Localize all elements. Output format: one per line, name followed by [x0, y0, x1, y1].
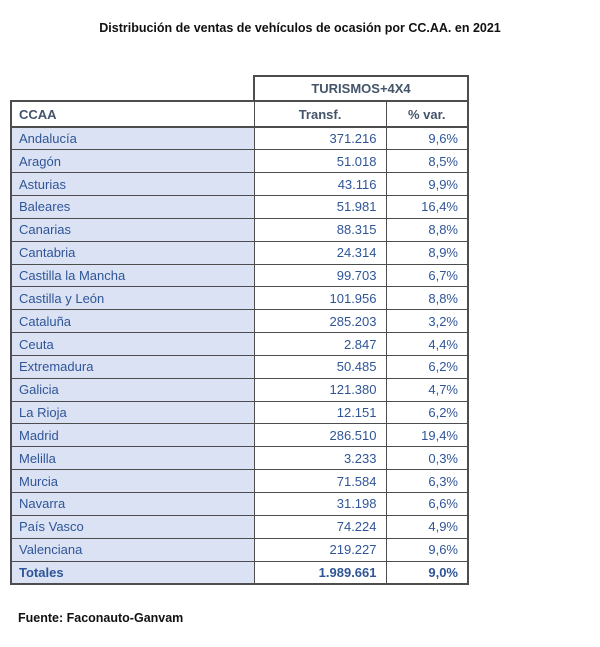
var-cell: 6,7% — [385, 263, 469, 288]
transf-cell: 51.018 — [253, 149, 387, 174]
ccaa-cell: Cataluña — [10, 309, 255, 334]
ccaa-cell: Extremadura — [10, 354, 255, 379]
table-row: Galicia 121.380 4,7% — [10, 377, 469, 402]
ccaa-cell: Galicia — [10, 377, 255, 402]
var-cell: 16,4% — [385, 195, 469, 219]
table-row: Ceuta 2.847 4,4% — [10, 332, 469, 356]
table-row: Murcia 71.584 6,3% — [10, 469, 469, 493]
table-row: Canarias 88.315 8,8% — [10, 217, 469, 242]
table-row: País Vasco 74.224 4,9% — [10, 514, 469, 539]
ccaa-cell: Baleares — [10, 195, 255, 219]
transf-cell: 121.380 — [253, 377, 387, 402]
ccaa-cell: Aragón — [10, 149, 255, 174]
ccaa-cell: Navarra — [10, 492, 255, 516]
table-row: Cantabria 24.314 8,9% — [10, 240, 469, 265]
var-cell: 9,9% — [385, 172, 469, 197]
var-cell: 3,2% — [385, 309, 469, 334]
transf-column-header: Transf. — [253, 100, 387, 128]
transf-cell: 50.485 — [253, 354, 387, 379]
transf-cell: 43.116 — [253, 172, 387, 197]
table-body: Andalucía 371.216 9,6% Aragón 51.018 8,5% Astu… — [10, 126, 469, 586]
ccaa-cell: La Rioja — [10, 400, 255, 425]
group-header-row: TURISMOS+4X4 — [11, 75, 469, 102]
transf-cell: 88.315 — [253, 217, 387, 242]
var-column-header: % var. — [385, 100, 469, 128]
var-cell: 0,3% — [385, 446, 469, 471]
var-cell: 6,6% — [385, 492, 469, 516]
transf-cell: 12.151 — [253, 400, 387, 425]
var-cell: 6,2% — [385, 400, 469, 425]
table-row: Asturias 43.116 9,9% — [10, 172, 469, 197]
totals-var-cell: 9,0% — [385, 560, 469, 586]
ccaa-cell: Ceuta — [10, 332, 255, 356]
var-cell: 9,6% — [385, 126, 469, 151]
var-cell: 19,4% — [385, 423, 469, 448]
ccaa-cell: Andalucía — [10, 126, 255, 151]
table-row: Madrid 286.510 19,4% — [10, 423, 469, 448]
transf-cell: 285.203 — [253, 309, 387, 334]
transf-cell: 219.227 — [253, 537, 387, 562]
var-cell: 4,7% — [385, 377, 469, 402]
transf-cell: 286.510 — [253, 423, 387, 448]
ccaa-cell: País Vasco — [10, 514, 255, 539]
var-cell: 6,2% — [385, 354, 469, 379]
source-note: Fuente: Faconauto-Ganvam — [18, 611, 184, 625]
column-header-row: CCAA Transf. % var. — [10, 100, 469, 128]
transf-cell: 24.314 — [253, 240, 387, 265]
ccaa-cell: Canarias — [10, 217, 255, 242]
spacer-cell — [11, 76, 254, 101]
table-row: Valenciana 219.227 9,6% — [10, 537, 469, 562]
ccaa-cell: Asturias — [10, 172, 255, 197]
var-cell: 4,9% — [385, 514, 469, 539]
sales-table: TURISMOS+4X4 CCAA Transf. % var. Andaluc… — [10, 75, 469, 586]
table-row: Extremadura 50.485 6,2% — [10, 354, 469, 379]
table-row: Baleares 51.981 16,4% — [10, 195, 469, 219]
var-cell: 8,9% — [385, 240, 469, 265]
transf-cell: 2.847 — [253, 332, 387, 356]
table-row: Castilla y León 101.956 8,8% — [10, 286, 469, 311]
ccaa-cell: Murcia — [10, 469, 255, 493]
totals-transf-cell: 1.989.661 — [253, 560, 387, 586]
totals-label-cell: Totales — [10, 560, 255, 586]
var-cell: 9,6% — [385, 537, 469, 562]
table-row: Andalucía 371.216 9,6% — [10, 126, 469, 151]
ccaa-column-header: CCAA — [10, 100, 255, 128]
var-cell: 4,4% — [385, 332, 469, 356]
table-row: Navarra 31.198 6,6% — [10, 492, 469, 516]
page-title: Distribución de ventas de vehículos de o… — [99, 21, 501, 35]
ccaa-cell: Madrid — [10, 423, 255, 448]
group-header-cell: TURISMOS+4X4 — [253, 75, 469, 102]
var-cell: 8,5% — [385, 149, 469, 174]
transf-cell: 71.584 — [253, 469, 387, 493]
var-cell: 8,8% — [385, 217, 469, 242]
ccaa-cell: Cantabria — [10, 240, 255, 265]
var-cell: 6,3% — [385, 469, 469, 493]
table-row: Cataluña 285.203 3,2% — [10, 309, 469, 334]
transf-cell: 101.956 — [253, 286, 387, 311]
ccaa-cell: Castilla la Mancha — [10, 263, 255, 288]
transf-cell: 74.224 — [253, 514, 387, 539]
ccaa-cell: Melilla — [10, 446, 255, 471]
transf-cell: 371.216 — [253, 126, 387, 151]
ccaa-cell: Castilla y León — [10, 286, 255, 311]
ccaa-cell: Valenciana — [10, 537, 255, 562]
table-row: Melilla 3.233 0,3% — [10, 446, 469, 471]
totals-row: Totales 1.989.661 9,0% — [10, 560, 469, 586]
transf-cell: 51.981 — [253, 195, 387, 219]
table-row: Aragón 51.018 8,5% — [10, 149, 469, 174]
transf-cell: 3.233 — [253, 446, 387, 471]
table-row: La Rioja 12.151 6,2% — [10, 400, 469, 425]
var-cell: 8,8% — [385, 286, 469, 311]
transf-cell: 31.198 — [253, 492, 387, 516]
table-row: Castilla la Mancha 99.703 6,7% — [10, 263, 469, 288]
transf-cell: 99.703 — [253, 263, 387, 288]
